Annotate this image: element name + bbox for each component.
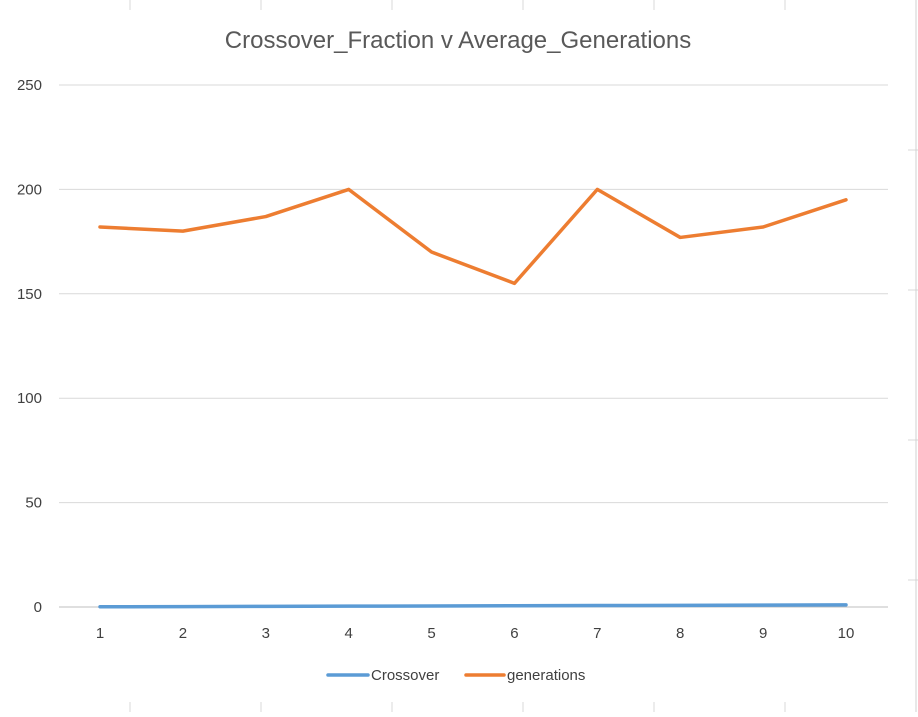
legend-label-generations: generations — [507, 667, 585, 684]
x-tick-label: 3 — [262, 625, 270, 642]
y-tick-label: 250 — [17, 77, 42, 94]
legend: Crossover generations — [328, 667, 585, 684]
x-tick-label: 8 — [676, 625, 684, 642]
y-tick-label: 100 — [17, 390, 42, 407]
y-tick-label: 200 — [17, 181, 42, 198]
series-line-generations — [100, 189, 846, 283]
x-tick-label: 10 — [838, 625, 855, 642]
y-tick-label: 50 — [25, 495, 42, 512]
x-tick-label: 4 — [344, 625, 352, 642]
x-tick-label: 1 — [96, 625, 104, 642]
x-tick-label: 5 — [427, 625, 435, 642]
legend-label-crossover: Crossover — [371, 667, 439, 684]
y-axis-tick-labels: 0 50 100 150 200 250 — [17, 77, 42, 616]
gridlines — [59, 85, 888, 607]
y-tick-label: 0 — [34, 599, 42, 616]
x-tick-label: 9 — [759, 625, 767, 642]
x-tick-label: 7 — [593, 625, 601, 642]
x-axis-tick-labels: 1 2 3 4 5 6 7 8 9 10 — [96, 625, 855, 642]
x-tick-label: 2 — [179, 625, 187, 642]
chart-title: Crossover_Fraction v Average_Generations — [225, 27, 691, 54]
series-line-crossover — [100, 605, 846, 607]
y-tick-label: 150 — [17, 286, 42, 303]
x-tick-label: 6 — [510, 625, 518, 642]
